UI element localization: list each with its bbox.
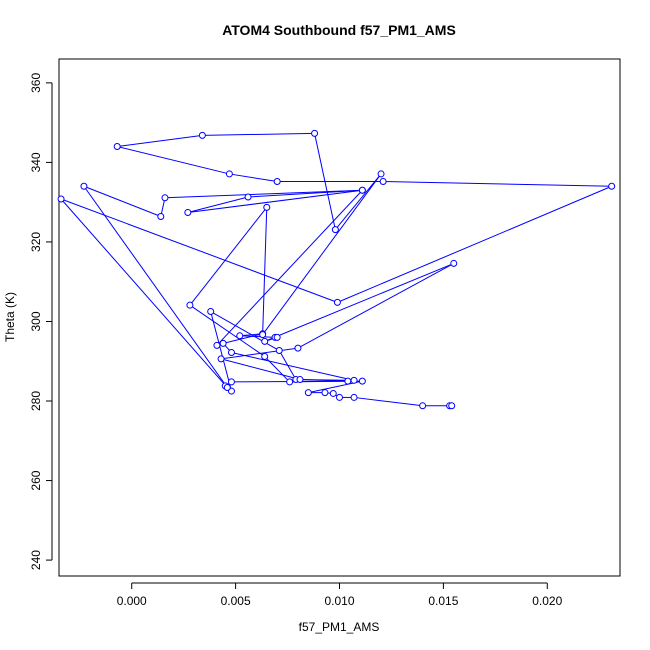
series-line-segment — [202, 132, 315, 136]
series-layer — [57, 129, 616, 410]
series-line-segment — [337, 185, 612, 303]
data-point — [273, 177, 281, 185]
data-point — [184, 209, 192, 217]
series-line-segment — [239, 333, 263, 337]
x-tick-label: 0.020 — [532, 594, 562, 608]
series-line-segment — [353, 396, 423, 407]
series-line-segment — [60, 198, 338, 303]
series-0 — [57, 129, 616, 410]
series-line-segment — [264, 356, 290, 383]
x-axis: 0.000 0.005 0.010 0.015 0.020 — [117, 582, 563, 608]
series-line-segment — [220, 358, 301, 381]
x-axis-label: f57_PM1_AMS — [299, 620, 380, 634]
x-tick-label: 0.005 — [221, 594, 251, 608]
series-line-segment — [210, 311, 232, 392]
series-line-segment — [383, 180, 612, 187]
y-axis-label: Theta (K) — [3, 292, 17, 342]
data-point — [286, 378, 294, 386]
data-point — [448, 402, 456, 410]
y-tick-label: 300 — [29, 311, 43, 331]
chart-title: ATOM4 Southbound f57_PM1_AMS — [222, 22, 456, 38]
data-point — [198, 131, 206, 139]
y-tick-label: 320 — [29, 232, 43, 252]
data-point — [419, 402, 427, 410]
data-point — [294, 344, 302, 352]
data-point — [113, 142, 121, 150]
data-point — [219, 339, 227, 347]
series-line-segment — [189, 304, 265, 357]
data-point — [227, 348, 235, 356]
data-point — [186, 301, 194, 309]
y-axis: 240 260 280 300 320 340 360 — [29, 73, 53, 570]
data-point — [358, 186, 366, 194]
data-point — [311, 129, 319, 137]
data-point — [157, 212, 165, 220]
data-point — [331, 226, 339, 234]
y-tick-label: 260 — [29, 470, 43, 490]
data-point — [213, 341, 221, 349]
data-point — [336, 393, 343, 401]
series-line-segment — [189, 207, 268, 306]
data-point — [329, 389, 337, 397]
data-point — [225, 170, 233, 178]
series-line-segment — [229, 173, 278, 182]
data-point — [223, 383, 231, 391]
data-point — [304, 389, 312, 397]
data-point — [261, 352, 269, 360]
series-line-segment — [216, 189, 363, 346]
series-line-segment — [60, 198, 228, 388]
data-point — [161, 194, 169, 202]
series-line-segment — [262, 207, 268, 335]
data-point — [377, 170, 385, 178]
series-line-segment — [83, 185, 228, 388]
series-line-segment — [117, 146, 230, 175]
series-line-segment — [264, 262, 454, 342]
series-line-segment — [231, 352, 355, 381]
y-tick-label: 280 — [29, 391, 43, 411]
series-line-segment — [187, 189, 363, 214]
data-point — [296, 376, 304, 384]
data-point — [450, 259, 458, 267]
data-point — [608, 182, 616, 190]
series-line-segment — [239, 335, 276, 338]
data-point — [263, 203, 271, 211]
y-tick-label: 360 — [29, 73, 43, 93]
data-point — [275, 347, 283, 355]
x-tick-label: 0.015 — [428, 594, 458, 608]
data-point — [350, 393, 358, 401]
data-point — [57, 195, 65, 203]
y-tick-label: 240 — [29, 550, 43, 570]
data-point — [244, 193, 252, 201]
x-tick-label: 0.010 — [324, 594, 354, 608]
series-line-segment — [83, 185, 161, 217]
data-point — [80, 182, 88, 190]
data-point — [321, 389, 329, 397]
y-tick-label: 340 — [29, 152, 43, 172]
data-point — [273, 333, 281, 341]
data-point — [259, 331, 267, 339]
series-line-segment — [262, 173, 382, 335]
data-point — [358, 377, 366, 385]
data-point — [261, 337, 269, 345]
data-point — [344, 377, 352, 385]
series-line-segment — [248, 189, 363, 198]
series-line-segment — [164, 189, 363, 199]
data-point — [333, 298, 341, 306]
data-point — [217, 355, 225, 363]
plot-box — [58, 58, 621, 577]
data-point — [227, 378, 235, 386]
data-point — [207, 308, 215, 316]
data-point — [350, 376, 358, 384]
series-line-segment — [187, 196, 249, 213]
series-line-segment — [210, 311, 280, 351]
series-line-segment — [117, 134, 203, 147]
data-point — [379, 177, 387, 185]
x-tick-label: 0.000 — [117, 594, 147, 608]
series-line-segment — [223, 333, 263, 344]
series-line-segment — [334, 173, 382, 230]
series-line-segment — [297, 262, 455, 349]
data-point — [236, 332, 244, 340]
